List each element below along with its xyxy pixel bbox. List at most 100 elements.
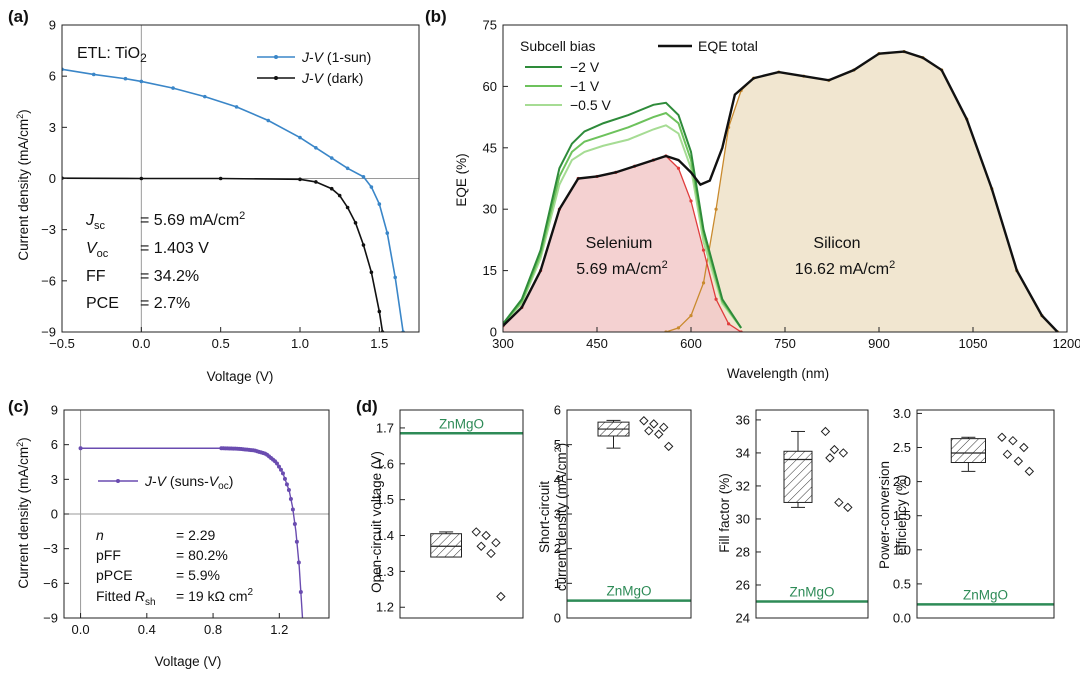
panel-d4-ylabel-line1: Power-conversion	[877, 461, 892, 569]
panel-d2-ytick-label: 1	[554, 576, 561, 591]
series-suns-voc-point	[280, 471, 285, 476]
panel-b-xtick-label: 600	[680, 336, 702, 351]
panel-d1-ytick-label: 1.6	[376, 456, 394, 471]
panel-d4-frame	[916, 409, 1055, 619]
series-dark-point	[353, 221, 358, 225]
series-1sun-point	[139, 79, 144, 84]
region-selenium-fill	[503, 155, 742, 332]
panel-b-xtick-label: 1050	[959, 336, 988, 351]
panel-c-ytick-label: −6	[43, 576, 58, 591]
panel-d3-data-point	[838, 448, 849, 458]
panel-b-ytick-label: 0	[490, 325, 497, 340]
panel-a-xtick-label: 0.5	[212, 336, 230, 351]
series-1sun-point	[385, 231, 390, 235]
panel-a-ylabel: Current density (mA/cm2)	[15, 109, 31, 260]
panel-d2-reference-label: ZnMgO	[606, 584, 651, 599]
series-dark-point	[298, 177, 302, 182]
series-1sun-point	[329, 156, 334, 160]
panel-d1-data-point	[476, 541, 486, 551]
panel-d-plots: ZnMgO1.21.31.41.51.61.7ZnMgO0123456ZnMgO…	[376, 403, 1055, 626]
panel-d3-data-point	[843, 502, 853, 513]
series-1sun-point	[345, 166, 350, 171]
panel-a-xtick-label: 1.0	[291, 336, 309, 351]
series-selenium-subcell-point	[689, 199, 693, 203]
panel-d3-ytick-label: 32	[736, 478, 750, 493]
panel-d-label: (d)	[356, 397, 378, 416]
series-bias-2v-line	[503, 101, 742, 329]
metric-jsc-label: Jsc	[85, 212, 106, 232]
panel-c-xlabel: Voltage (V)	[155, 654, 222, 669]
metric-rsh-label: Fitted Rsh	[96, 588, 156, 608]
panel-b-ytick-label: 45	[483, 140, 497, 155]
panel-a-ytick-label: 3	[49, 120, 56, 135]
panel-b-xtick-label: 300	[492, 336, 514, 351]
series-dark-point	[345, 205, 350, 210]
panel-d1-frame	[399, 409, 524, 619]
panel-a-ytick-label: −3	[41, 222, 56, 237]
series-silicon-subcell-point	[676, 326, 681, 330]
metric-jsc-value: = 5.69 mA/cm2	[140, 210, 245, 229]
panel-d1-ytick-label: 1.3	[376, 564, 394, 579]
series-1sun-line	[62, 68, 404, 332]
panel-d3-reference-label: ZnMgO	[789, 584, 834, 599]
panel-d3-data-point	[820, 426, 831, 437]
series-dark-point	[337, 193, 342, 198]
panel-c-plot: 0.0 0.4 0.8 1.2 9 6 3 0 −3 −6 −9	[43, 403, 330, 637]
panel-d1-reference-label: ZnMgO	[439, 416, 484, 431]
region-silicon-fill	[665, 51, 1058, 332]
panel-d1-data-point	[486, 548, 496, 559]
series-dark-point	[361, 243, 366, 247]
panel-d4-data-point	[997, 432, 1007, 442]
series-suns-voc-point	[284, 482, 289, 487]
panel-d2-ytick-label: 3	[554, 507, 561, 522]
panel-a-ytick-label: 0	[49, 171, 56, 186]
panel-d4-data-point	[1019, 442, 1029, 453]
panel-c-ylabel: Current density (mA/cm2)	[15, 437, 31, 588]
metric-ppce-label: pPCE	[96, 567, 133, 583]
panel-c-xtick-label: 1.2	[270, 622, 288, 637]
panel-a-xtick-label: 0.0	[132, 336, 150, 351]
legend-b-eqe-label: EQE total	[698, 38, 758, 54]
panel-b-ylabel: EQE (%)	[454, 153, 469, 206]
panel-b-xtick-label: 450	[586, 336, 608, 351]
series-1sun-point	[266, 118, 271, 123]
panel-c-ytick-label: 3	[51, 472, 58, 487]
panel-d1-ylabel: Open-circuit voltage (V)	[369, 451, 384, 593]
panel-d1-data-point	[491, 537, 501, 548]
panel-d1-ytick-label: 1.7	[376, 420, 394, 435]
panel-d4-ytick-label: 0.5	[893, 576, 911, 591]
series-1sun-point	[393, 275, 398, 280]
region-silicon-value: 16.62 mA/cm2	[795, 259, 895, 278]
panel-b-xtick-label: 1200	[1053, 336, 1080, 351]
series-1sun-point	[203, 94, 207, 99]
panel-d4-ytick-label: 0.0	[893, 611, 911, 626]
legend-a-dark-label: J-V (dark)	[301, 70, 363, 86]
legend-b-2v-label: −2 V	[570, 59, 600, 75]
legend-a-1sun-marker	[274, 55, 278, 59]
panel-d1-data-point	[481, 530, 491, 541]
panel-d1-ytick-label: 1.4	[376, 528, 394, 543]
metric-n-value: = 2.29	[176, 527, 216, 543]
panel-d4-ylabel-line2: efficiency (%)	[894, 475, 909, 556]
panel-a-ytick-label: 6	[49, 69, 56, 84]
series-suns-voc-point	[298, 590, 303, 594]
panel-c-ytick-label: −9	[43, 611, 58, 626]
panel-d4-data-point	[1008, 435, 1018, 446]
panel-d1-data-point	[471, 527, 481, 537]
panel-c-metrics: n = 2.29 pFF = 80.2% pPCE = 5.9% Fitted …	[96, 527, 254, 608]
panel-b-xtick-label: 900	[868, 336, 890, 351]
panel-b-ytick-label: 15	[483, 263, 497, 278]
series-silicon-subcell-point	[689, 314, 693, 318]
series-suns-voc-point	[278, 467, 283, 472]
series-suns-voc-point	[296, 560, 301, 565]
series-1sun-point	[123, 76, 128, 81]
legend-b-05v-label: −0.5 V	[570, 97, 612, 113]
panel-d3-frame	[755, 409, 869, 619]
panel-d4-reference-label: ZnMgO	[963, 587, 1008, 602]
panel-d1-ytick-label: 1.5	[376, 492, 394, 507]
panel-d3-ytick-label: 34	[736, 445, 750, 460]
panel-b-ytick-label: 60	[483, 79, 497, 94]
panel-c-xtick-label: 0.0	[72, 622, 90, 637]
metric-ff-label: FF	[86, 268, 106, 285]
metric-pff-label: pFF	[96, 547, 121, 563]
